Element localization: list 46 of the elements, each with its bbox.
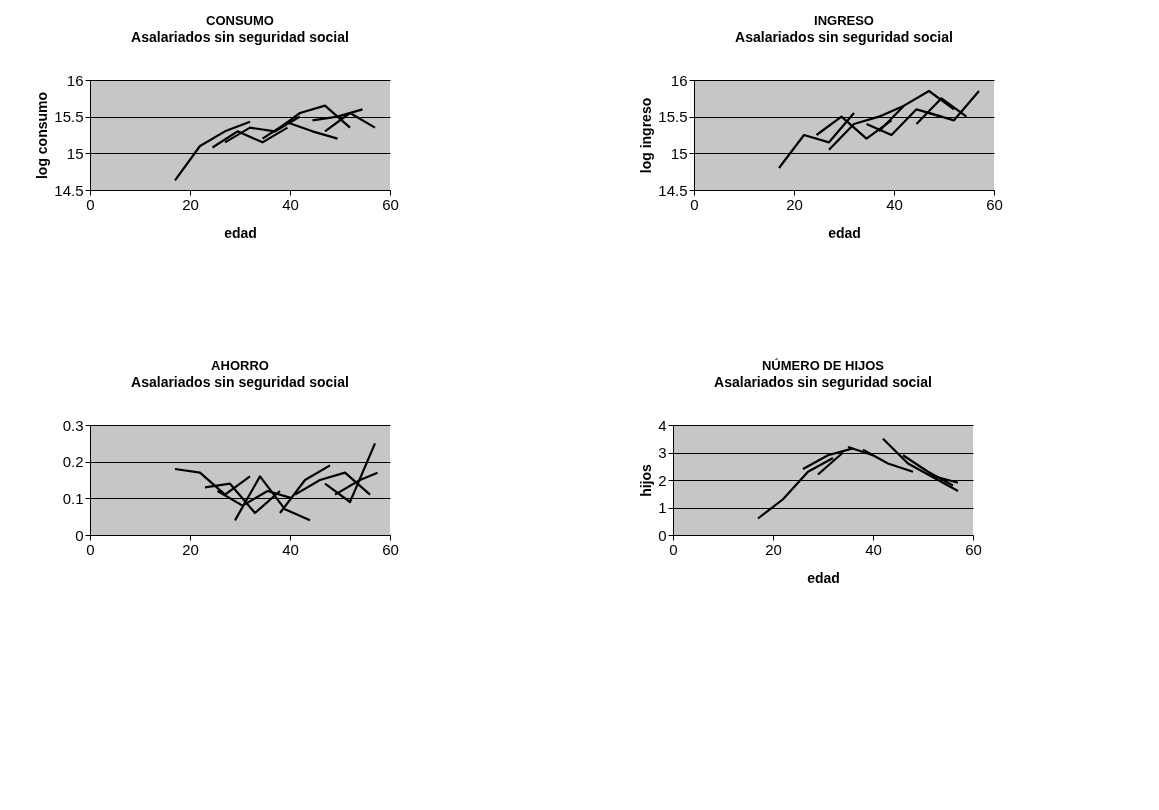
x-axis-title: edad xyxy=(828,224,861,241)
x-tick-label: 0 xyxy=(86,540,95,558)
x-tick-label: 60 xyxy=(382,540,399,558)
y-tick-label: 0.1 xyxy=(62,489,84,507)
y-tick-label: 0.3 xyxy=(62,416,84,434)
y-axis-title: hijos xyxy=(638,463,655,497)
x-tick-label: 60 xyxy=(986,195,1003,213)
y-tick-label: 15 xyxy=(670,144,688,162)
y-tick-label: 1 xyxy=(658,499,667,516)
x-tick-label: 40 xyxy=(282,540,299,558)
x-axis-title: edad xyxy=(807,569,840,586)
x-tick-label: 20 xyxy=(786,195,803,213)
y-tick-label: 0 xyxy=(658,526,667,544)
chart-subtitle: Asalariados sin seguridad social xyxy=(735,29,953,45)
y-tick-label: 2 xyxy=(658,471,667,489)
y-tick-label: 0 xyxy=(75,526,84,544)
x-tick-label: 40 xyxy=(282,195,299,213)
chart-subtitle: Asalariados sin seguridad social xyxy=(131,29,349,45)
x-tick-label: 20 xyxy=(182,540,199,558)
y-tick-label: 15.5 xyxy=(658,108,688,126)
chart-subtitle: Asalariados sin seguridad social xyxy=(714,374,932,390)
x-tick-label: 40 xyxy=(865,540,882,558)
y-tick-label: 14.5 xyxy=(658,181,688,199)
y-tick-label: 0.2 xyxy=(62,453,84,471)
chart-subtitle: Asalariados sin seguridad social xyxy=(131,374,349,390)
y-tick-label: 15 xyxy=(66,144,84,162)
chart-title: CONSUMO xyxy=(206,13,274,28)
chart-title: NÚMERO DE HIJOS xyxy=(761,358,885,373)
x-tick-label: 0 xyxy=(86,195,95,213)
x-tick-label: 20 xyxy=(765,540,782,558)
x-tick-label: 60 xyxy=(382,195,399,213)
x-tick-label: 40 xyxy=(886,195,903,213)
x-tick-label: 20 xyxy=(182,195,199,213)
y-tick-label: 16 xyxy=(670,71,688,89)
y-tick-label: 14.5 xyxy=(54,181,84,199)
y-axis-title: log ingreso xyxy=(638,97,655,174)
x-axis-title: edad xyxy=(224,224,257,241)
y-tick-label: 4 xyxy=(658,416,667,434)
chart-title: INGRESO xyxy=(814,13,874,28)
chart-title: AHORRO xyxy=(211,358,269,373)
x-tick-label: 0 xyxy=(690,195,699,213)
y-tick-label: 3 xyxy=(658,444,667,461)
y-tick-label: 15.5 xyxy=(54,108,84,126)
x-tick-label: 60 xyxy=(965,540,982,558)
y-tick-label: 16 xyxy=(66,71,84,89)
y-axis-title: log consumo xyxy=(34,91,51,180)
